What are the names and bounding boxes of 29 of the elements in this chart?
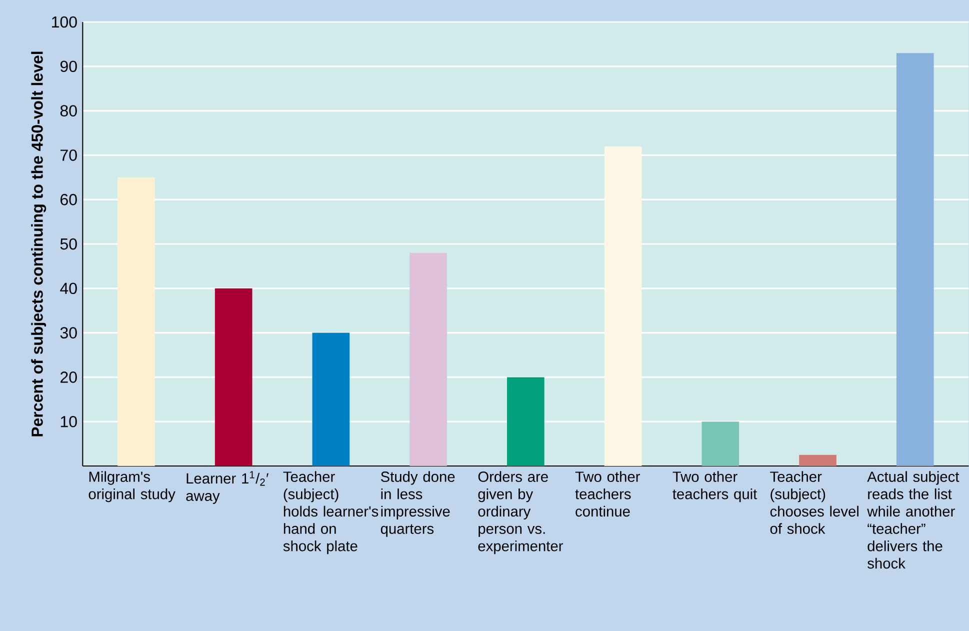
y-tick-label: 30	[60, 327, 77, 338]
x-tick-label: Two other teachers quit	[672, 471, 758, 502]
bar	[799, 454, 836, 466]
y-tick-label: 80	[60, 105, 77, 116]
x-tick-label: Orders are given by ordinary person vs. experimenter	[478, 471, 564, 554]
category-label: Learner 1$^{1}$/$_{2}$′ away	[186, 471, 268, 504]
x-tick-label: Milgram's original study	[88, 471, 176, 502]
y-tick-label: 70	[60, 150, 77, 161]
y-tick-label: 60	[60, 194, 77, 206]
y-axis-title: Percent of subjects continuing to the 450-volt level	[31, 52, 46, 436]
bar	[507, 377, 544, 466]
x-tick-label: Teacher (subject) chooses level of shock	[770, 471, 858, 534]
x-tick-label: Study done in less impressive quarters	[380, 471, 455, 537]
y-tick-label: 20	[60, 372, 77, 383]
y-tick-label: 40	[60, 282, 77, 294]
bar	[604, 146, 642, 466]
bar	[312, 332, 350, 466]
bar	[118, 177, 155, 466]
bar	[214, 288, 252, 466]
y-tick-label: 50	[60, 238, 77, 250]
y-tick-label: 90	[60, 60, 77, 72]
x-tick-label: Two other teachers continue	[575, 471, 640, 517]
x-tick-label: Actual subject reads the list while another “teacher” delivers the shock	[867, 471, 960, 569]
x-tick-label: Teacher (subject) holds learner's hand on shock plate	[283, 471, 378, 554]
y-tick-label: 10	[60, 416, 77, 428]
y-tick-label: 100	[52, 16, 77, 28]
bar	[702, 422, 740, 466]
bar	[410, 252, 447, 466]
bar	[896, 53, 934, 466]
